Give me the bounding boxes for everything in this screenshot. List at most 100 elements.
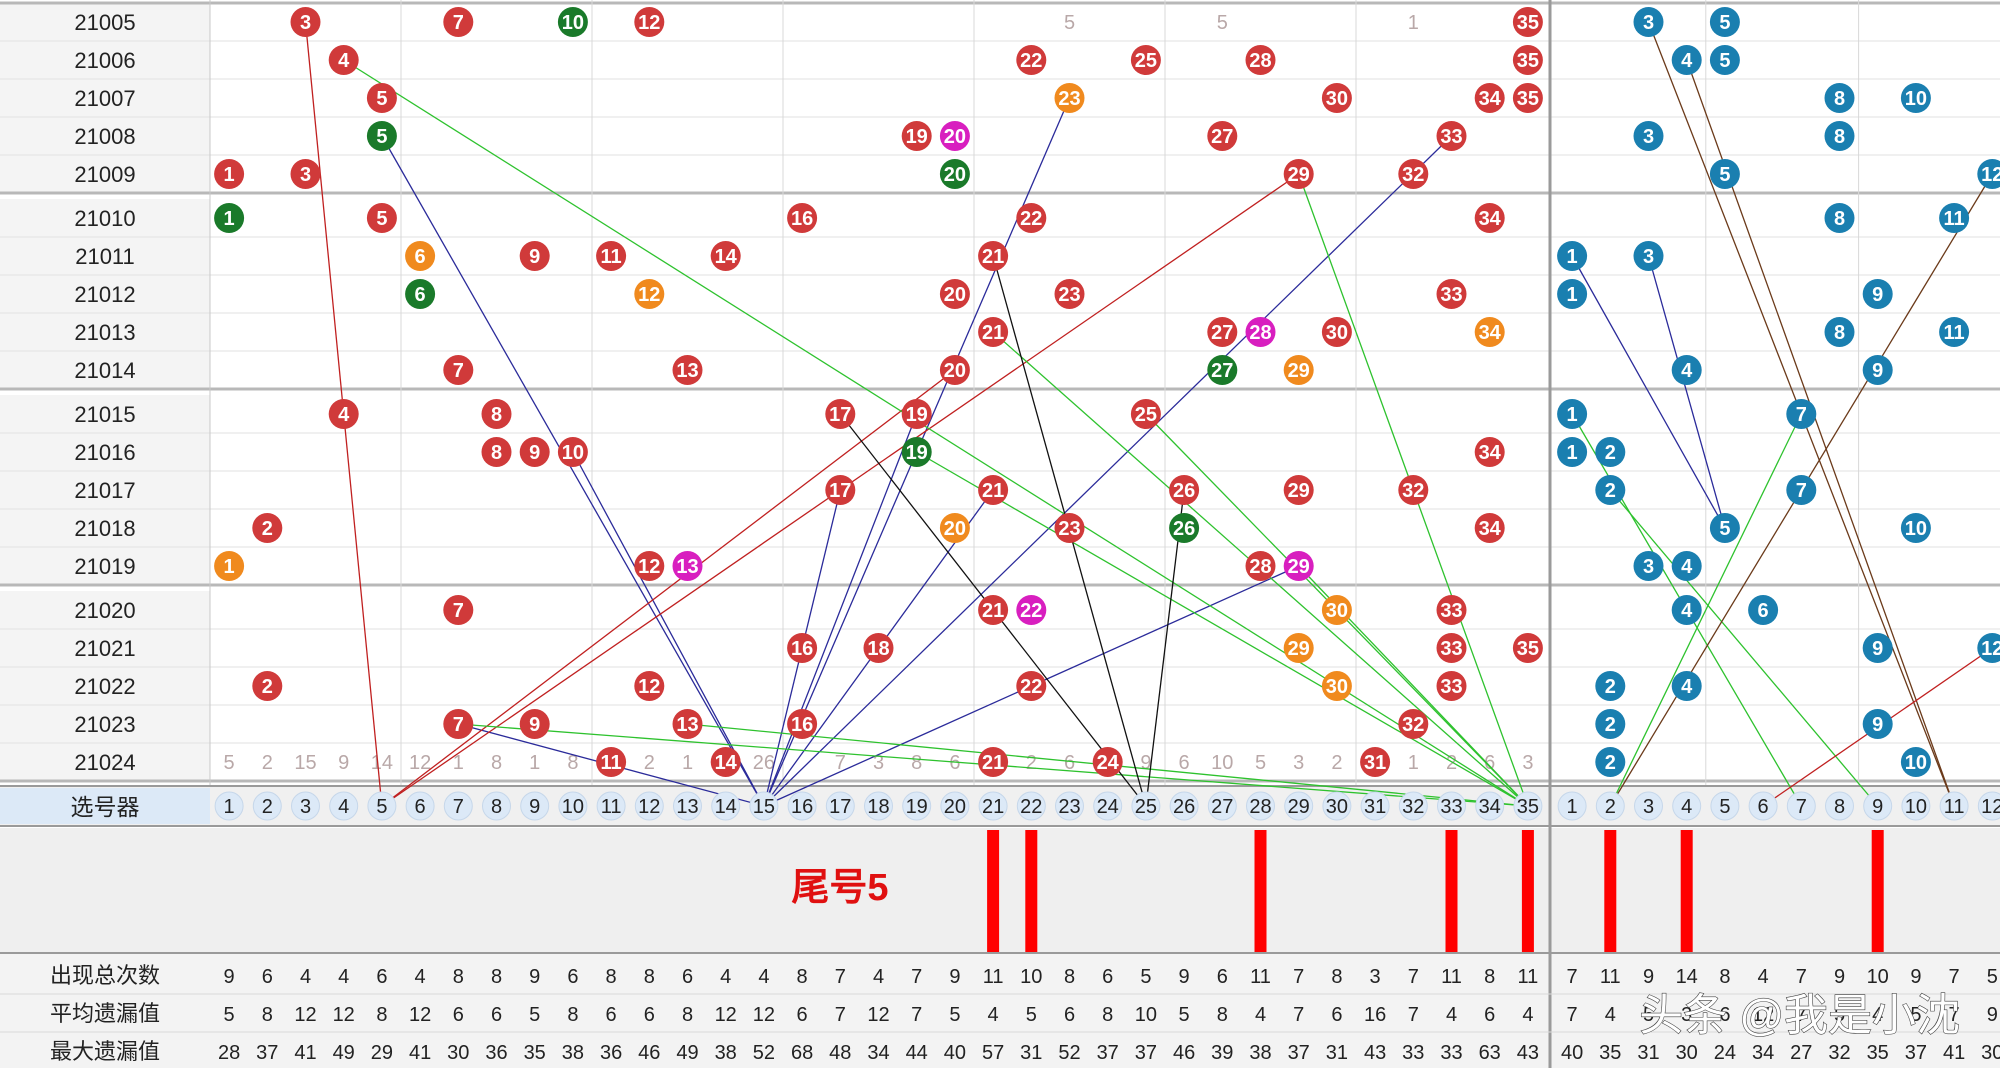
footer-value: 49 — [676, 1042, 698, 1064]
footer-value: 4 — [1758, 966, 1769, 988]
back-ball-circle — [1939, 317, 1970, 347]
back-ball-circle — [1862, 355, 1893, 385]
omission-values: 5 5 15 2 15 9 14 12 1 8 1 8 2 1 26 7 3 8 6 2 6 9 6 10 5 3 2 1 2 6 3 — [224, 12, 1534, 774]
back-ball-number: 5 — [1719, 50, 1730, 72]
footer-value: 7 — [1293, 966, 1304, 988]
omission-value: 5 — [224, 752, 235, 774]
trend-line — [1571, 255, 1726, 529]
omission-value: 10 — [1211, 752, 1233, 774]
footer-value: 12 — [867, 1004, 889, 1026]
back-ball-number: 2 — [1605, 442, 1616, 464]
issue-label: 21024 — [74, 750, 135, 775]
footer-value: 11 — [1600, 966, 1621, 988]
front-ball-circle — [1436, 121, 1467, 151]
front-ball-circle — [787, 203, 818, 233]
footer-value: 5 — [1910, 1004, 1921, 1026]
selector-number-bg — [443, 791, 473, 821]
selector-number-bg — [329, 791, 359, 821]
front-ball-number: 17 — [829, 404, 851, 426]
footer-value: 12 — [1752, 1004, 1774, 1026]
omission-value: 8 — [491, 752, 502, 774]
front-ball-circle — [214, 551, 245, 581]
front-ball-number: 22 — [1020, 676, 1042, 698]
front-ball-number: 7 — [453, 714, 464, 736]
front-ball-circle — [1207, 355, 1238, 385]
footer-value: 6 — [376, 966, 387, 988]
selector-number: 11 — [1944, 796, 1965, 818]
front-ball-circle — [634, 551, 665, 581]
front-ball-circle — [1092, 747, 1123, 777]
footer-value: 37 — [1135, 1042, 1157, 1064]
front-ball-circle — [1016, 595, 1047, 625]
front-ball-number: 26 — [1173, 518, 1195, 540]
front-ball-number: 33 — [1440, 638, 1462, 660]
back-ball-circle — [1557, 437, 1588, 467]
front-ball-number: 17 — [829, 480, 851, 502]
back-ball-number: 4 — [1681, 50, 1693, 72]
trend-line — [1647, 255, 1726, 529]
front-ball-circle — [481, 399, 512, 429]
back-ball-circle — [1977, 159, 2000, 189]
footer-value: 31 — [1637, 1042, 1659, 1064]
selector-number-bg — [1786, 791, 1816, 821]
footer-value: 27 — [1790, 1042, 1812, 1064]
selector-number: 13 — [676, 796, 698, 818]
issue-cell-bg — [0, 199, 210, 237]
front-ball-number: 4 — [338, 404, 350, 426]
footer-value: 33 — [1402, 1042, 1424, 1064]
footer-value: 36 — [600, 1042, 622, 1064]
footer-value: 8 — [1484, 966, 1495, 988]
footer-value: 6 — [1719, 1004, 1730, 1026]
back-ball-number: 8 — [1834, 208, 1845, 230]
front-ball-number: 22 — [1020, 208, 1042, 230]
number-selector-row[interactable]: 选号器 1 2 3 4 5 6 7 8 9 10 11 12 13 14 15 16 17 18 19 20 21 22 23… — [71, 791, 2000, 821]
footer-value: 9 — [949, 966, 960, 988]
selector-number-bg — [1557, 791, 1587, 821]
back-ball-circle — [1595, 747, 1626, 777]
footer-value: 6 — [1484, 1004, 1495, 1026]
front-ball-circle — [1016, 671, 1047, 701]
front-ball-number: 14 — [715, 246, 738, 268]
front-ball-circle — [1016, 45, 1047, 75]
front-ball-number: 29 — [1288, 360, 1310, 382]
back-ball-number: 2 — [1605, 752, 1616, 774]
selector-number: 32 — [1402, 796, 1424, 818]
selector-number-bg — [1825, 791, 1854, 821]
footer-value: 6 — [1331, 1004, 1342, 1026]
back-ball-number: 3 — [1643, 246, 1654, 268]
footer-value: 9 — [224, 966, 235, 988]
front-ball-circle — [634, 671, 665, 701]
front-ball-circle — [252, 513, 283, 543]
omission-value: 6 — [949, 752, 960, 774]
selector-number: 10 — [562, 796, 584, 818]
selector-number: 21 — [982, 796, 1004, 818]
selector-number: 9 — [529, 796, 540, 818]
front-ball-circle — [978, 595, 1009, 625]
issue-label: 21014 — [74, 358, 135, 383]
selector-number-bg — [673, 791, 702, 821]
footer-bg — [0, 954, 2000, 1068]
footer-value: 38 — [562, 1042, 584, 1064]
front-ball-circle — [1436, 633, 1467, 663]
selector-number: 25 — [1135, 796, 1157, 818]
issue-cell-bg — [0, 471, 210, 509]
footer-value: 57 — [982, 1042, 1004, 1064]
issue-cell-bg — [0, 667, 210, 705]
front-ball-number: 21 — [982, 600, 1004, 622]
front-ball-circle — [672, 551, 703, 581]
issue-label: 21010 — [74, 206, 135, 231]
omission-value: 2 — [1446, 752, 1457, 774]
front-ball-number: 12 — [638, 676, 660, 698]
selector-number-bg — [1634, 791, 1663, 821]
trend-line — [763, 135, 1452, 807]
issue-label: 21006 — [74, 48, 135, 73]
back-ball-number: 4 — [1681, 556, 1693, 578]
highlight-area-bg — [0, 828, 2000, 952]
back-ball-number: 1 — [1567, 442, 1578, 464]
back-ball-number: 9 — [1872, 360, 1883, 382]
footer-value: 8 — [1331, 966, 1342, 988]
omission-value: 26 — [753, 752, 775, 774]
front-ball-circle — [443, 7, 474, 37]
footer-value: 11 — [1250, 966, 1271, 988]
front-ball-number: 16 — [791, 714, 813, 736]
